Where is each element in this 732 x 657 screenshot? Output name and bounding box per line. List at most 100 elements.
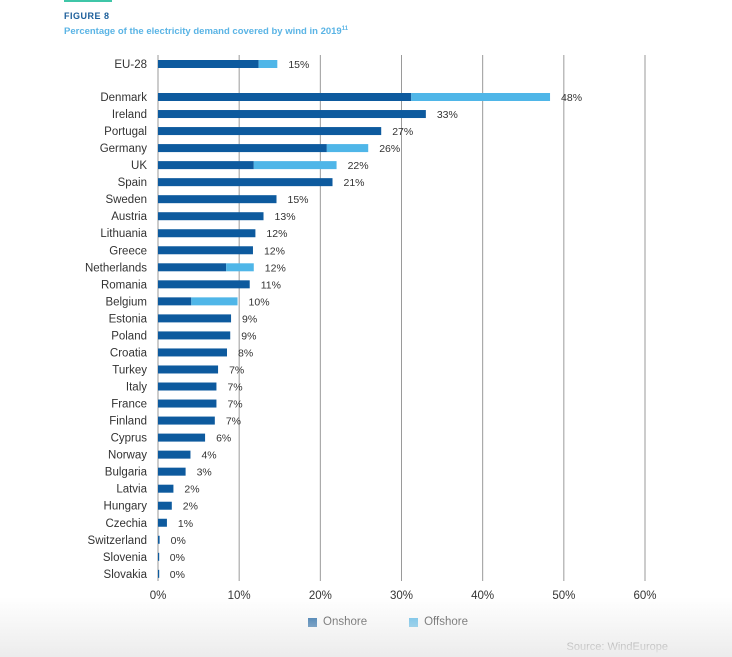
bar-onshore [158,246,253,255]
value-label: 33% [437,109,458,121]
category-label: Italy [126,382,147,394]
bar-onshore [158,535,160,544]
category-label: Greece [109,245,147,257]
value-label: 9% [242,313,257,325]
bar-onshore [158,212,264,221]
bar-onshore [158,127,382,136]
bar-offshore [253,161,337,170]
value-label: 22% [348,160,369,172]
category-label: Finland [109,416,147,428]
category-label: Belgium [105,296,147,308]
legend-label-offshore: Offshore [424,616,469,628]
value-label: 2% [184,484,199,496]
category-label: UK [131,160,147,172]
value-label: 7% [227,382,242,394]
value-label: 11% [261,279,281,291]
x-tick-label: 30% [390,590,413,602]
category-label: Switzerland [88,535,147,547]
chart-title: Percentage of the electricity demand cov… [64,26,348,37]
category-label: Cyprus [111,433,148,445]
category-label: Germany [100,143,148,155]
value-label: 8% [238,347,253,359]
category-label: Hungary [104,501,148,513]
bar-onshore [158,93,412,101]
legend: Onshore Offshore [308,616,468,628]
bar-onshore [158,569,160,578]
legend-item-onshore: Onshore [308,616,367,628]
value-label: 26% [379,143,400,155]
bar-onshore [158,450,191,459]
category-label: Slovenia [103,552,148,564]
bar-onshore [158,110,426,119]
bar-onshore [158,433,206,442]
bar-onshore [158,518,167,527]
bar-offshore [191,297,238,306]
bar-onshore [158,314,232,323]
bar-onshore [158,280,250,289]
value-label: 21% [344,177,365,189]
value-label: 10% [249,296,270,308]
x-tick-label: 20% [309,590,332,602]
category-label: Portugal [104,126,147,138]
category-label: Spain [118,177,147,189]
value-label: 7% [226,416,241,428]
value-label: 4% [201,450,216,462]
category-label: Bulgaria [105,467,148,479]
value-label: 0% [171,535,186,547]
figure-label: FIGURE 8 [64,11,110,21]
category-label: Romania [101,279,148,291]
bar-onshore [158,60,259,68]
value-label: 9% [241,330,256,342]
bar-offshore [258,60,278,68]
bar-offshore [411,93,551,101]
value-label: 0% [170,569,185,581]
bar-onshore [158,195,277,204]
value-label: 13% [275,211,296,223]
category-label: Ireland [112,109,147,121]
value-label: 2% [183,501,198,513]
category-label: Sweden [105,194,147,206]
category-label: Norway [108,450,147,462]
category-label: Czechia [105,518,147,530]
bar-onshore [158,552,160,561]
value-label: 15% [288,194,309,206]
value-label: 12% [265,262,286,274]
bar-offshore [326,144,369,153]
category-label: France [111,399,147,411]
category-label: Netherlands [85,262,147,274]
title-footnote: 11 [341,26,349,32]
value-label: 7% [227,399,242,411]
grid-lines [157,55,646,581]
x-tick-label: 40% [471,590,494,602]
legend-swatch-onshore [308,617,317,627]
bar-onshore [158,161,254,170]
bar-onshore [158,382,217,391]
category-label: Denmark [100,92,147,104]
source-note: Source: WindEurope [566,641,669,653]
value-label: 12% [266,228,287,240]
bar-onshore [158,416,215,425]
bars [158,60,551,578]
category-labels: EU-28 Denmark Ireland Portugal Germany UK Spai… [85,59,148,581]
bar-onshore [158,501,172,510]
value-label: 3% [197,467,212,479]
legend-label-onshore: Onshore [323,616,368,628]
value-label: 0% [170,552,185,564]
chart-title-text: Percentage of the electricity demand cov… [64,26,342,38]
legend-item-offshore: Offshore [409,616,468,628]
x-tick-label: 50% [552,590,575,602]
bar-onshore [158,467,186,476]
bar-onshore [158,263,227,272]
x-tick-label: 60% [633,590,656,602]
value-label: 7% [229,364,244,376]
category-label: Turkey [112,364,147,376]
category-label: Slovakia [104,569,148,581]
bar-onshore [158,348,227,357]
value-label: 12% [264,245,285,257]
top-accent-line [64,0,112,2]
category-label: Latvia [116,484,147,496]
category-label: Croatia [110,347,148,359]
bar-onshore [158,229,256,238]
value-label: 1% [178,518,193,530]
bar-onshore [158,144,327,153]
